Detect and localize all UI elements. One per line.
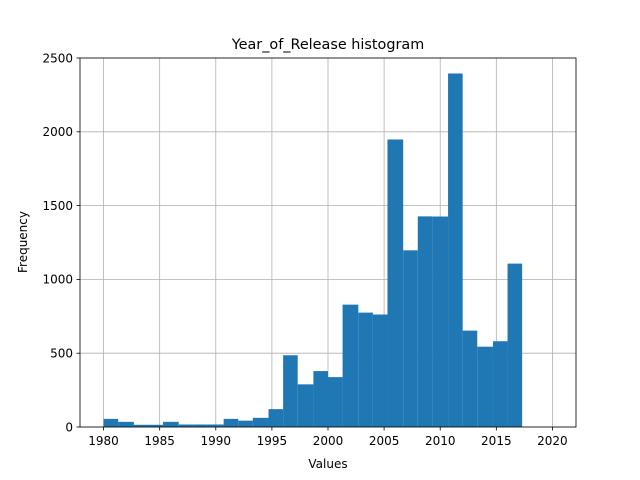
histogram-bar: [313, 371, 328, 427]
histogram-bar: [492, 341, 508, 427]
histogram-bar: [148, 424, 164, 427]
x-tick-label: 2000: [313, 434, 344, 448]
y-tick-label: 500: [50, 347, 73, 361]
x-axis-title: Values: [308, 457, 347, 471]
histogram-bar: [328, 377, 343, 427]
chart-title: Year_of_Release histogram: [231, 37, 424, 53]
x-tick-label: 1995: [257, 434, 288, 448]
x-tick-label: 2010: [425, 434, 456, 448]
histogram-bar: [223, 418, 239, 427]
histogram-bar: [238, 420, 253, 427]
x-tick-label: 2005: [369, 434, 400, 448]
histogram-bar: [448, 73, 463, 428]
histogram-bar: [507, 263, 523, 427]
histogram-bar: [178, 424, 194, 427]
histogram-bar: [432, 216, 449, 427]
x-tick-label: 1985: [144, 434, 175, 448]
y-tick-label: 1000: [42, 273, 73, 287]
y-tick-label: 2000: [42, 125, 73, 139]
histogram-bar: [417, 216, 433, 427]
histogram-bar: [193, 424, 208, 427]
x-tick-label: 1990: [201, 434, 232, 448]
histogram-bar: [358, 312, 373, 427]
y-tick-label: 1500: [42, 199, 73, 213]
histogram-bar: [163, 421, 179, 427]
x-tick-label: 2020: [537, 434, 568, 448]
histogram-bar: [342, 304, 359, 427]
histogram-bar: [133, 424, 149, 427]
histogram-bars: [103, 73, 523, 428]
histogram-bar: [297, 384, 314, 427]
histogram-bar: [387, 139, 404, 427]
x-tick-label: 1980: [88, 434, 119, 448]
y-axis-title: Frequency: [16, 211, 30, 273]
histogram-bar: [207, 424, 224, 427]
histogram-bar: [372, 314, 388, 427]
histogram-bar: [103, 418, 119, 427]
histogram-bar: [462, 330, 478, 427]
y-tick-label: 0: [65, 420, 73, 434]
histogram-bar: [403, 250, 418, 427]
x-tick-label: 2015: [481, 434, 512, 448]
y-tick-label: 2500: [42, 51, 73, 65]
histogram-bar: [252, 417, 269, 427]
histogram-bar: [268, 409, 284, 427]
histogram-bar: [118, 421, 134, 427]
axis-ticks: 1980 1985 1990 1995 2000 2005 2010 2015 2020 0 500…: [42, 51, 567, 448]
histogram-bar: [477, 346, 493, 427]
histogram-bar: [283, 355, 298, 427]
